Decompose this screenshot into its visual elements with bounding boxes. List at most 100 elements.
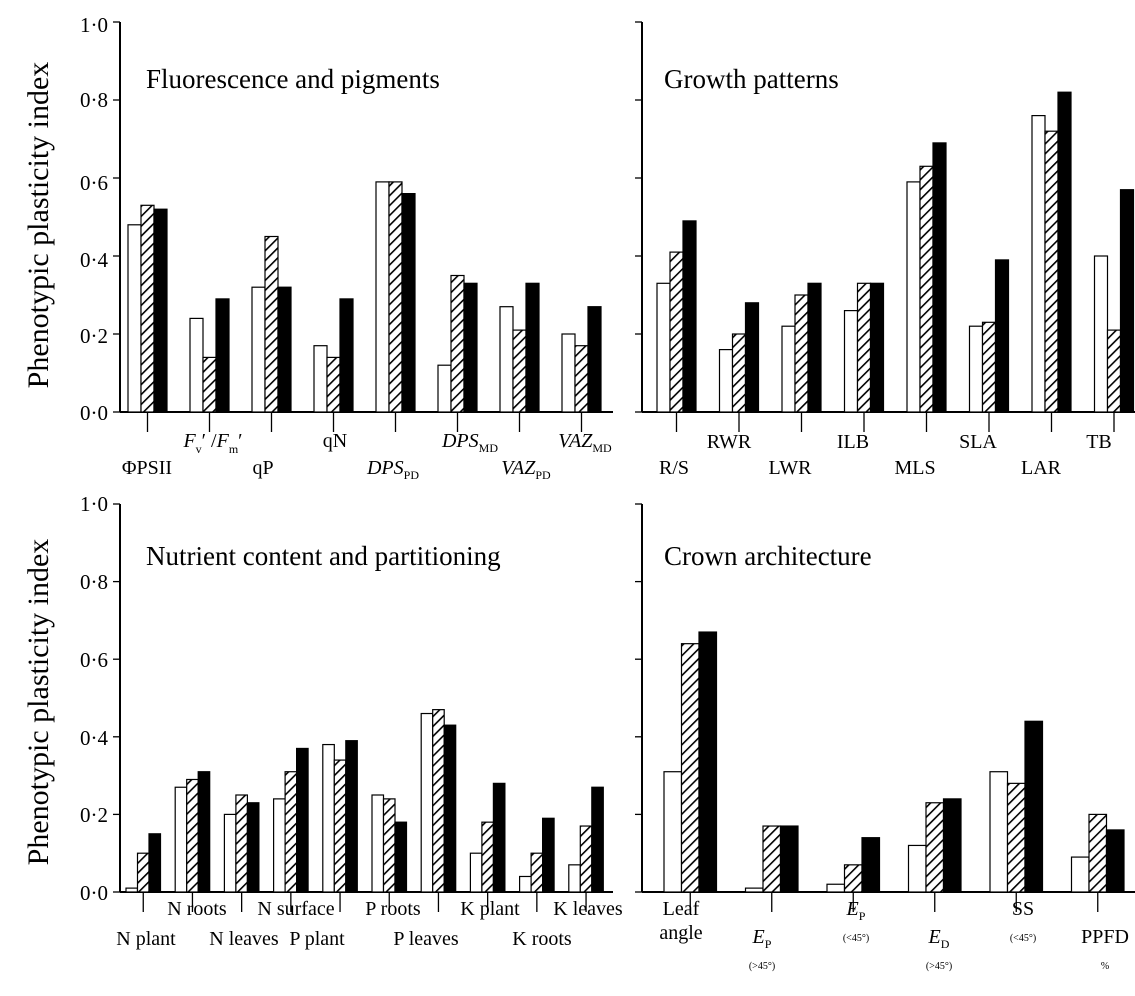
category-label: N leaves bbox=[209, 928, 279, 950]
bar-series-c bbox=[277, 286, 292, 413]
y-tick-label: 0·2 bbox=[80, 803, 108, 827]
bar-series-c bbox=[994, 259, 1010, 413]
bar-series-c bbox=[698, 631, 718, 893]
bar-series-a bbox=[718, 349, 734, 413]
bar-series-b bbox=[512, 329, 527, 413]
y-tick-label: 0·6 bbox=[80, 171, 108, 195]
bar-series-a bbox=[469, 852, 483, 893]
bar-series-a bbox=[371, 794, 385, 893]
bar-series-c bbox=[443, 724, 457, 893]
bar-series-a bbox=[1093, 255, 1109, 413]
bar-series-c bbox=[339, 298, 354, 413]
bar-series-a bbox=[251, 286, 266, 413]
bar-series-c bbox=[861, 837, 881, 893]
bar-series-c bbox=[394, 821, 408, 893]
bar-series-b bbox=[432, 709, 445, 893]
y-tick-labels-top: 0·0 0·2 0·4 0·6 0·8 1·0 bbox=[80, 13, 108, 425]
category-label: N roots bbox=[167, 898, 227, 920]
category-label: Fv′ /Fm′ bbox=[182, 430, 242, 456]
bar-series-a bbox=[127, 224, 142, 413]
y-tick-label: 0·6 bbox=[80, 648, 108, 672]
bar-series-a bbox=[968, 325, 984, 413]
bar-series-c bbox=[541, 817, 555, 893]
bar-series-b bbox=[919, 165, 934, 413]
panel-title-growth: Growth patterns bbox=[664, 64, 839, 94]
y-tick-label: 0·8 bbox=[80, 88, 108, 112]
bar-series-c bbox=[1024, 720, 1044, 893]
bar-series-a bbox=[273, 798, 286, 893]
category-label: TB bbox=[1086, 431, 1112, 453]
category-label: SLA bbox=[959, 431, 997, 453]
bar-series-a bbox=[189, 317, 204, 413]
category-label: VAZPD bbox=[501, 457, 551, 482]
bar-series-b bbox=[388, 181, 403, 413]
bar-series-b bbox=[669, 251, 684, 413]
bar-series-b bbox=[450, 274, 465, 413]
bar-series-c bbox=[492, 782, 506, 893]
bar-series-a bbox=[781, 325, 796, 413]
category-label: LWR bbox=[769, 457, 813, 479]
bar-series-b bbox=[762, 825, 782, 893]
category-label: P plant bbox=[289, 928, 345, 950]
category-label: P roots bbox=[365, 898, 421, 920]
bar-series-b bbox=[579, 825, 593, 893]
bar-series-c bbox=[682, 220, 697, 413]
bar-series-b bbox=[186, 778, 199, 893]
bar-series-c bbox=[215, 298, 230, 413]
bars-nutrient bbox=[125, 709, 604, 893]
bar-series-a bbox=[826, 883, 846, 893]
bar-series-b bbox=[794, 294, 809, 413]
category-label: K leaves bbox=[553, 898, 623, 920]
category-sub-label: (<45°) bbox=[843, 933, 869, 944]
category-sub-label: % bbox=[1101, 961, 1109, 972]
bar-series-a bbox=[568, 864, 581, 893]
y-tick-marks bbox=[113, 21, 642, 893]
category-label: R/S bbox=[659, 457, 689, 479]
bar-series-b bbox=[1088, 813, 1108, 893]
bar-series-b bbox=[981, 321, 997, 413]
bar-series-c bbox=[197, 771, 211, 893]
y-tick-label: 1·0 bbox=[80, 492, 108, 516]
bar-series-b bbox=[530, 852, 544, 893]
bar-series-c bbox=[148, 833, 162, 893]
bar-series-a bbox=[518, 875, 532, 893]
bar-series-b bbox=[1006, 782, 1026, 893]
bar-series-b bbox=[1106, 329, 1122, 413]
bars-fluorescence bbox=[127, 181, 602, 413]
category-label: ED bbox=[928, 926, 950, 951]
bar-series-c bbox=[587, 306, 602, 413]
bar-series-c bbox=[246, 802, 260, 893]
bar-series-b bbox=[202, 356, 217, 413]
category-label: K plant bbox=[460, 898, 520, 920]
bar-series-c bbox=[779, 825, 799, 893]
bar-series-c bbox=[153, 208, 168, 413]
category-label: K roots bbox=[512, 928, 572, 950]
bar-series-c bbox=[807, 282, 822, 413]
bar-series-a bbox=[223, 813, 237, 893]
bar-series-c bbox=[463, 282, 478, 413]
category-labels-nutrient: N plant N roots N leaves N surface P pla… bbox=[116, 898, 623, 950]
category-label: RWR bbox=[707, 431, 752, 453]
category-label: P leaves bbox=[393, 928, 459, 950]
category-labels-crown: Leaf angle EP (>45°) EP (<45°) ED (>45°) … bbox=[659, 898, 1129, 972]
bar-series-c bbox=[744, 302, 760, 413]
y-tick-label: 0·8 bbox=[80, 570, 108, 594]
category-label: ILB bbox=[837, 431, 869, 453]
bar-series-b bbox=[574, 345, 589, 413]
bars-growth bbox=[656, 91, 1135, 413]
bar-series-b bbox=[235, 794, 248, 893]
bar-series-a bbox=[437, 364, 452, 413]
bar-series-a bbox=[843, 310, 859, 413]
bar-series-b bbox=[284, 771, 298, 893]
panel-title-fluorescence: Fluorescence and pigments bbox=[146, 64, 440, 94]
category-label: MLS bbox=[894, 457, 935, 479]
bar-series-b bbox=[481, 821, 494, 893]
bar-series-b bbox=[136, 852, 150, 893]
category-label: Leaf angle bbox=[659, 898, 702, 944]
bar-series-a bbox=[744, 887, 764, 893]
bar-series-a bbox=[656, 282, 671, 413]
bar-series-c bbox=[401, 193, 416, 413]
bars-crown bbox=[663, 631, 1125, 893]
category-label: SS bbox=[1012, 898, 1034, 920]
